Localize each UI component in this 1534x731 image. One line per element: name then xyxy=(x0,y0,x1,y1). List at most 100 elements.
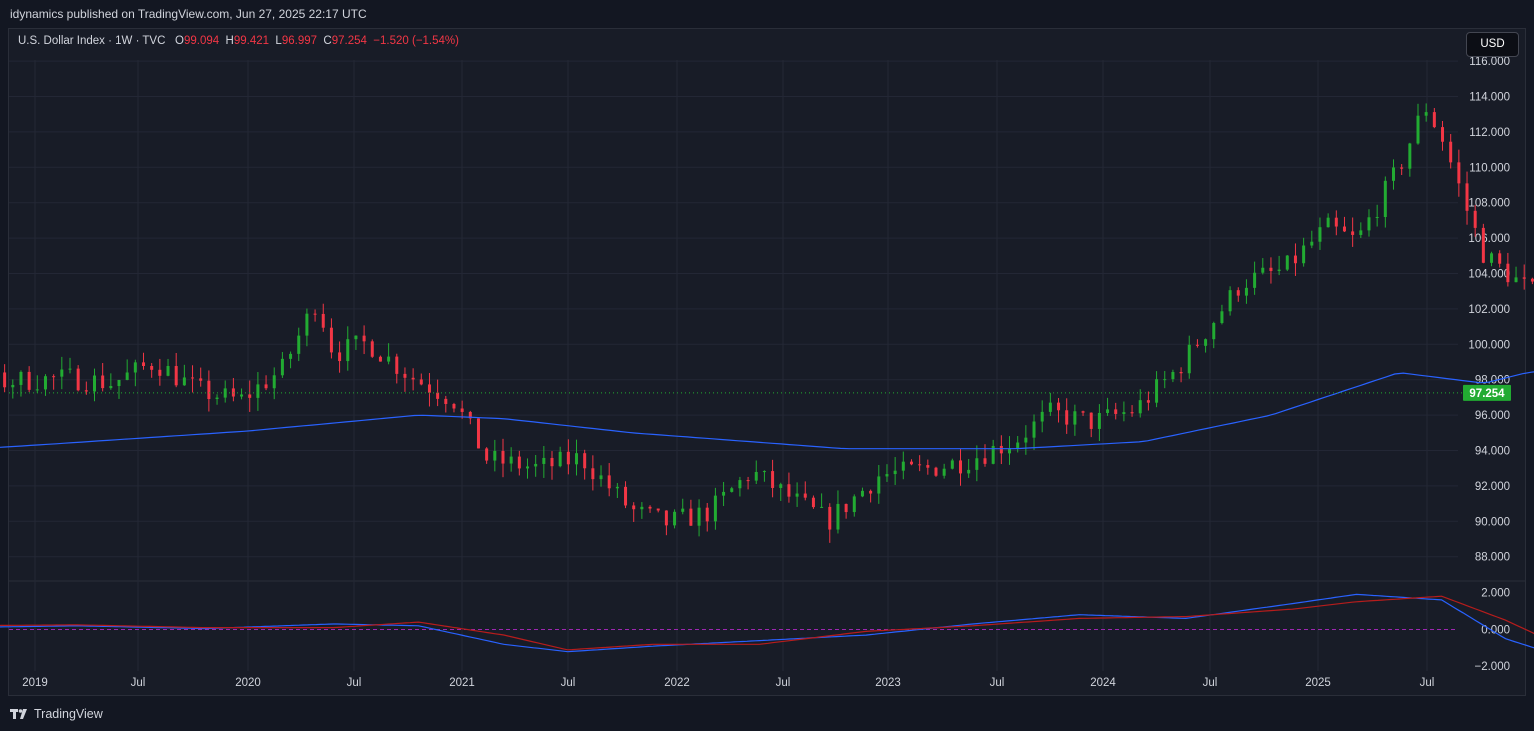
candle-body xyxy=(1481,227,1485,263)
candle-body xyxy=(656,508,660,511)
last-price-label: 97.254 xyxy=(1469,388,1505,400)
candle-body xyxy=(150,366,154,370)
osc-axis-label: −2.000 xyxy=(1475,661,1511,673)
candle-body xyxy=(411,377,415,380)
tradingview-logo[interactable]: TradingView xyxy=(10,707,103,721)
candle-body xyxy=(476,418,480,449)
published-caption: idynamics published on TradingView.com, … xyxy=(10,7,367,21)
time-axis-label: Jul xyxy=(347,677,362,689)
symbol-name[interactable]: U.S. Dollar Index · 1W · TVC xyxy=(18,35,166,47)
candle-body xyxy=(534,463,538,467)
candle-body xyxy=(444,398,448,404)
price-axis-label: 110.000 xyxy=(1469,162,1510,174)
time-axis-label: 2022 xyxy=(664,677,690,689)
candle-body xyxy=(166,366,170,376)
candle-body xyxy=(1228,290,1232,312)
candle-body xyxy=(1400,167,1404,169)
symbol-legend: U.S. Dollar Index · 1W · TVC O99.094 H99… xyxy=(18,35,459,47)
candle-body xyxy=(125,372,129,380)
candle-body xyxy=(313,313,317,315)
change-value: −1.520 (−1.54%) xyxy=(373,35,459,47)
close-value: 97.254 xyxy=(331,35,367,47)
candle-body xyxy=(1457,162,1461,184)
candle-body xyxy=(1522,277,1526,279)
candle-body xyxy=(1375,217,1379,219)
candle-body xyxy=(468,411,472,419)
time-axis-label: 2025 xyxy=(1305,677,1331,689)
candle-body xyxy=(738,480,742,489)
candle-body xyxy=(436,392,440,399)
price-axis-label: 94.000 xyxy=(1475,445,1510,457)
candle-body xyxy=(550,457,554,467)
currency-button[interactable]: USD xyxy=(1466,32,1519,57)
candle-body xyxy=(566,451,570,465)
candle-body xyxy=(1334,217,1338,227)
candle-body xyxy=(1490,253,1494,263)
candle-body xyxy=(999,445,1003,454)
candle-body xyxy=(452,403,456,409)
candle-body xyxy=(1179,372,1183,374)
candle-body xyxy=(1367,217,1371,231)
candle-body xyxy=(1008,448,1012,454)
price-axis-label: 112.000 xyxy=(1469,127,1510,139)
candle-body xyxy=(1391,167,1395,181)
candle-body xyxy=(1342,226,1346,232)
candle-body xyxy=(1310,241,1314,246)
candle-body xyxy=(68,368,72,370)
candle-body xyxy=(852,496,856,513)
candle-body xyxy=(1122,412,1126,414)
candle-body xyxy=(713,495,717,522)
candle-body xyxy=(1204,339,1208,346)
candle-body xyxy=(1146,400,1150,403)
candle-body xyxy=(950,460,954,469)
price-axis-label: 88.000 xyxy=(1475,552,1510,564)
candle-body xyxy=(1195,344,1199,346)
candle-body xyxy=(378,356,382,362)
candle-body xyxy=(746,480,750,482)
candle-body xyxy=(722,491,726,496)
candle-body xyxy=(1261,267,1265,273)
high-value: 99.421 xyxy=(233,35,270,47)
candle-body xyxy=(1155,379,1159,403)
candle-body xyxy=(264,384,268,389)
candle-body xyxy=(1097,412,1101,429)
chart-frame[interactable] xyxy=(8,28,1526,696)
candle-body xyxy=(76,368,80,391)
candle-body xyxy=(346,339,350,362)
open-label: O xyxy=(175,35,184,47)
footer: TradingView xyxy=(0,700,1534,731)
candle-body xyxy=(648,506,652,509)
candle-body xyxy=(1114,409,1118,414)
price-axis-label: 100.000 xyxy=(1468,339,1510,351)
candle-body xyxy=(387,356,391,362)
candle-body xyxy=(256,384,260,398)
candle-body xyxy=(893,470,897,475)
candle-body xyxy=(575,453,579,465)
candle-body xyxy=(419,379,423,385)
candle-body xyxy=(869,490,873,494)
price-axis-label: 92.000 xyxy=(1475,481,1510,493)
candle-body xyxy=(1253,272,1257,288)
candle-body xyxy=(142,362,146,367)
candle-body xyxy=(1138,400,1142,414)
candle-body xyxy=(1212,323,1216,340)
candle-body xyxy=(460,408,464,412)
candle-body xyxy=(615,486,619,489)
candle-body xyxy=(133,362,137,373)
candle-body xyxy=(975,458,979,470)
osc-fast-line xyxy=(0,593,1534,653)
candle-body xyxy=(1163,379,1167,381)
candle-body xyxy=(1514,277,1518,283)
time-axis-label: Jul xyxy=(131,677,146,689)
candle-body xyxy=(1236,290,1240,296)
time-axis-label: 2024 xyxy=(1090,677,1116,689)
candle-body xyxy=(1244,287,1248,296)
candle-body xyxy=(1302,245,1306,264)
price-axis-label: 104.000 xyxy=(1468,268,1510,280)
candle-body xyxy=(689,508,693,526)
candle-body xyxy=(901,461,905,471)
candle-body xyxy=(11,384,15,388)
candle-body xyxy=(109,385,113,389)
candle-body xyxy=(1293,255,1297,264)
